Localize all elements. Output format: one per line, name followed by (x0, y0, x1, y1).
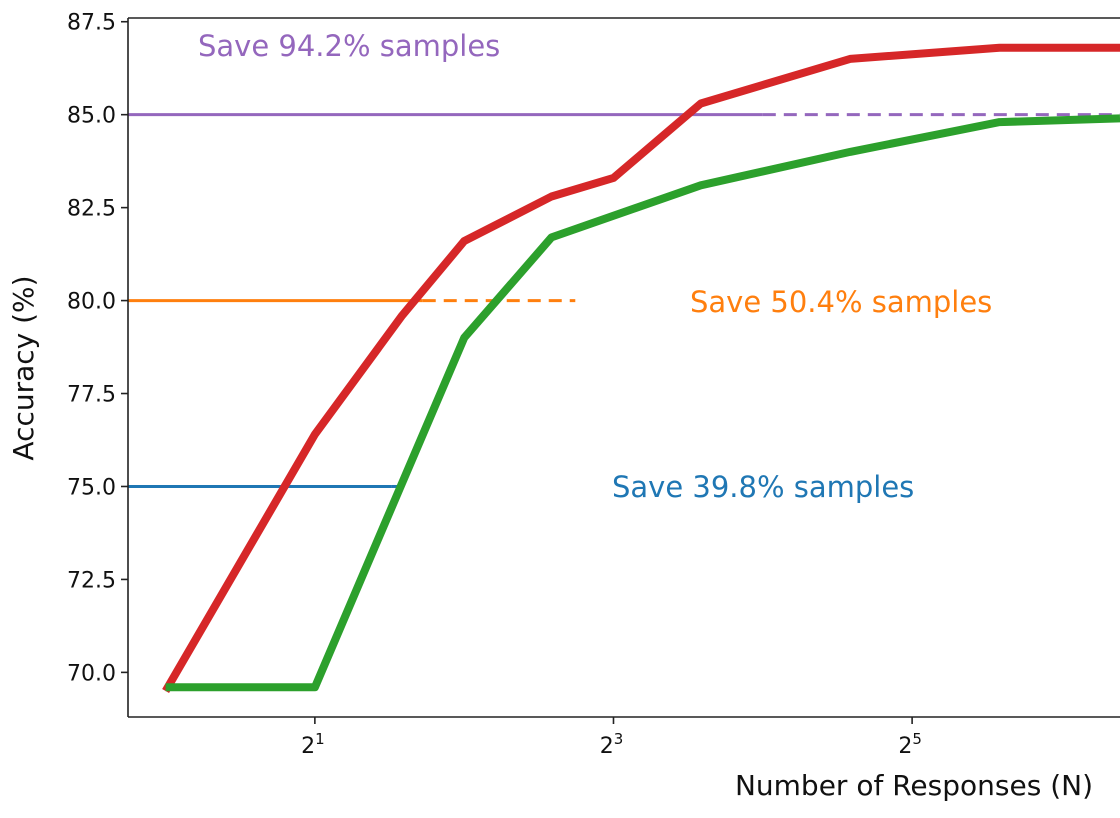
x-tick-label: 23 (600, 730, 624, 759)
y-axis-label: Accuracy (%) (7, 275, 40, 460)
savings-annotation: Save 94.2% samples (198, 29, 500, 63)
y-tick-label: 70.0 (67, 661, 116, 686)
x-axis-label: Number of Responses (N) (735, 769, 1093, 802)
y-tick-label: 82.5 (67, 197, 116, 222)
x-tick-label: 21 (301, 730, 325, 759)
series-line-green (165, 114, 1120, 692)
y-tick-label: 87.5 (67, 11, 116, 36)
series-line-red (162, 43, 1120, 694)
y-tick-label: 80.0 (67, 290, 116, 315)
y-tick-label: 77.5 (67, 383, 116, 408)
savings-annotation: Save 39.8% samples (612, 470, 914, 504)
savings-annotation: Save 50.4% samples (690, 285, 992, 319)
y-tick-label: 75.0 (67, 475, 116, 500)
x-tick-label: 25 (898, 730, 922, 759)
y-tick-label: 72.5 (67, 568, 116, 593)
y-tick-label: 85.0 (67, 104, 116, 129)
